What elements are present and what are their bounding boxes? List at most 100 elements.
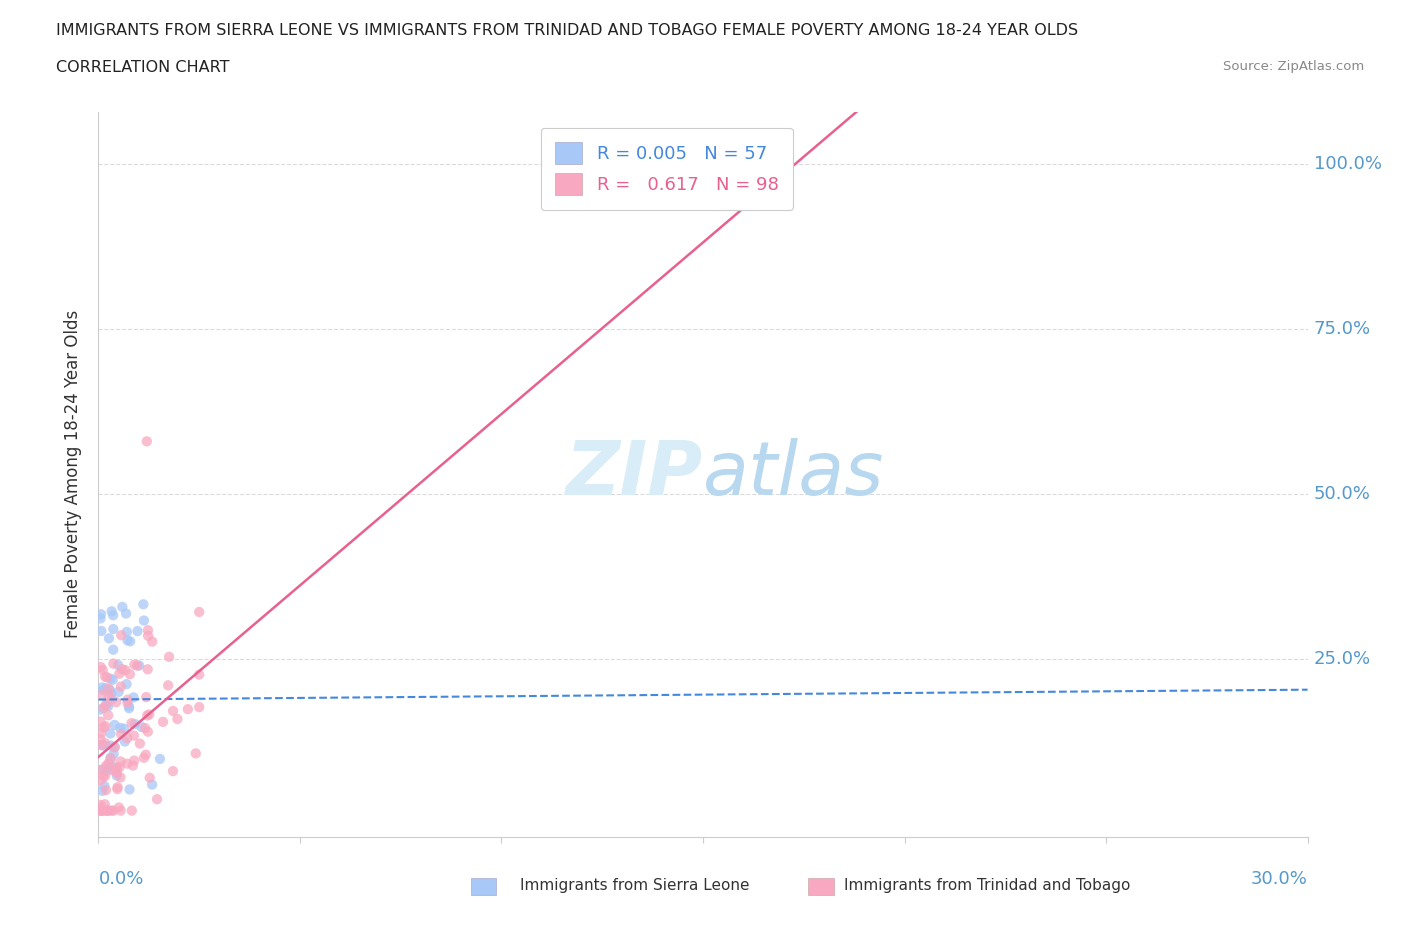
Point	[93, 778, 115, 793]
Point	[101, 692, 124, 707]
Point	[103, 747, 125, 762]
Point	[94, 670, 117, 684]
Point	[157, 649, 180, 664]
Legend: R = 0.005   N = 57, R =   0.617   N = 98: R = 0.005 N = 57, R = 0.617 N = 98	[540, 128, 793, 210]
Point	[136, 629, 159, 644]
Point	[91, 680, 114, 695]
Point	[162, 704, 184, 719]
Point	[127, 658, 149, 673]
Text: Source: ZipAtlas.com: Source: ZipAtlas.com	[1223, 60, 1364, 73]
Point	[188, 604, 211, 619]
Point	[122, 728, 145, 743]
Point	[135, 434, 157, 449]
Point	[90, 804, 112, 818]
Text: 100.0%: 100.0%	[1313, 155, 1382, 173]
Point	[97, 682, 120, 697]
Point	[90, 804, 112, 818]
Point	[122, 753, 145, 768]
Point	[114, 734, 136, 749]
Point	[94, 736, 117, 751]
Point	[103, 760, 125, 775]
Point	[100, 671, 122, 686]
Point	[97, 804, 120, 818]
Point	[91, 662, 114, 677]
Point	[134, 721, 156, 736]
Point	[89, 714, 111, 729]
Point	[108, 666, 131, 681]
Point	[89, 611, 111, 626]
Point	[118, 701, 141, 716]
Point	[103, 740, 125, 755]
Point	[115, 624, 138, 639]
Point	[117, 633, 139, 648]
Point	[101, 763, 124, 777]
Point	[135, 690, 157, 705]
Point	[117, 692, 139, 707]
Text: CORRELATION CHART: CORRELATION CHART	[56, 60, 229, 75]
Text: 30.0%: 30.0%	[1251, 870, 1308, 888]
Point	[94, 759, 117, 774]
Point	[128, 658, 150, 673]
Point	[90, 725, 112, 740]
Point	[89, 732, 111, 747]
Point	[132, 751, 155, 765]
Point	[138, 770, 160, 785]
Point	[90, 606, 112, 621]
Point	[110, 754, 132, 769]
Text: IMMIGRANTS FROM SIERRA LEONE VS IMMIGRANTS FROM TRINIDAD AND TOBAGO FEMALE POVER: IMMIGRANTS FROM SIERRA LEONE VS IMMIGRAN…	[56, 23, 1078, 38]
Point	[110, 726, 132, 741]
Text: 0.0%: 0.0%	[98, 870, 143, 888]
Point	[107, 684, 129, 699]
Point	[118, 782, 141, 797]
Point	[118, 667, 141, 682]
Point	[100, 604, 122, 618]
Point	[90, 687, 112, 702]
Point	[105, 760, 128, 775]
Point	[101, 608, 124, 623]
Text: 50.0%: 50.0%	[1313, 485, 1371, 503]
Point	[166, 711, 188, 726]
Point	[91, 737, 114, 752]
Point	[110, 721, 132, 736]
Point	[90, 623, 112, 638]
Point	[122, 758, 145, 773]
Point	[115, 606, 138, 621]
Point	[91, 783, 114, 798]
Point	[100, 738, 122, 753]
Point	[97, 708, 120, 723]
Point	[110, 804, 132, 818]
Point	[105, 768, 128, 783]
Point	[104, 739, 127, 754]
Point	[96, 804, 118, 818]
Point	[107, 658, 129, 672]
Point	[97, 756, 120, 771]
Point	[105, 765, 128, 780]
Point	[89, 763, 111, 777]
Point	[103, 657, 125, 671]
Point	[96, 670, 118, 684]
Point	[110, 628, 132, 643]
Point	[91, 768, 114, 783]
Point	[98, 688, 121, 703]
Point	[97, 804, 120, 818]
Point	[105, 695, 128, 710]
Point	[141, 777, 163, 792]
Point	[103, 804, 125, 818]
Point	[94, 783, 117, 798]
Point	[91, 683, 114, 698]
Point	[115, 756, 138, 771]
Point	[94, 769, 117, 784]
Point	[132, 597, 155, 612]
Point	[111, 600, 134, 615]
Point	[105, 764, 128, 778]
Point	[112, 721, 135, 736]
Point	[96, 764, 118, 778]
Point	[89, 804, 111, 818]
Point	[94, 797, 117, 812]
Point	[100, 685, 122, 700]
Point	[146, 791, 169, 806]
Y-axis label: Female Poverty Among 18-24 Year Olds: Female Poverty Among 18-24 Year Olds	[65, 311, 83, 638]
Point	[89, 702, 111, 717]
Point	[105, 781, 128, 796]
Point	[91, 804, 114, 818]
